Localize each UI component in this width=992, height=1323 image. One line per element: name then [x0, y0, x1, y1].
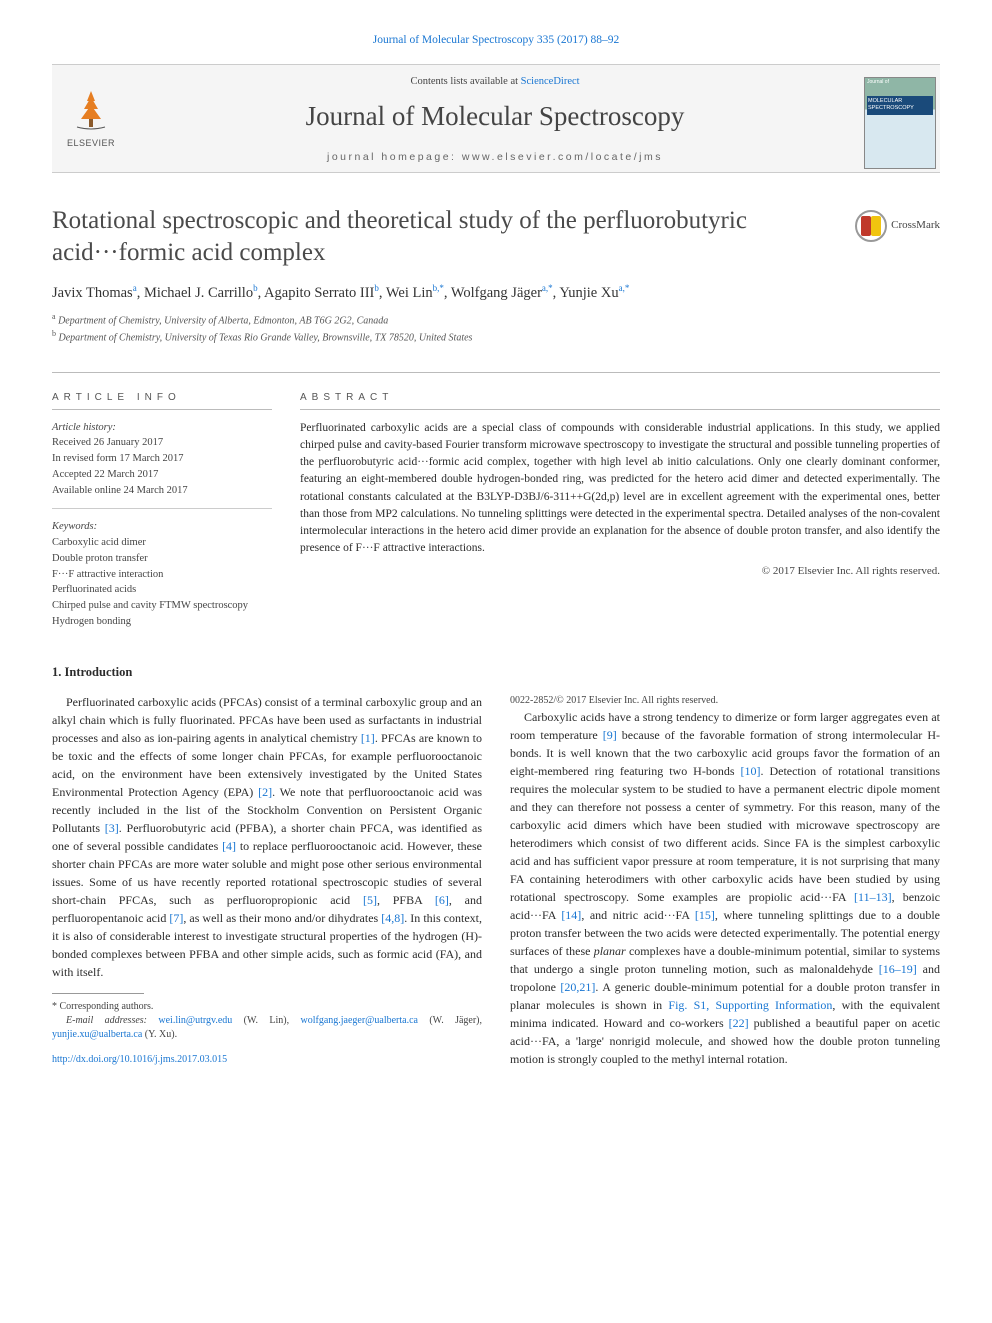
top-citation: Journal of Molecular Spectroscopy 335 (2…	[52, 32, 940, 48]
affiliation: a Department of Chemistry, University of…	[52, 311, 940, 328]
sciencedirect-link[interactable]: ScienceDirect	[521, 76, 580, 87]
article-title: Rotational spectroscopic and theoretical…	[52, 205, 940, 268]
cover-small-label: Journal of	[867, 80, 889, 86]
citation-link[interactable]: [7]	[169, 911, 183, 925]
citation-link[interactable]: [16–19]	[879, 962, 917, 976]
email-link[interactable]: wolfgang.jaeger@ualberta.ca	[300, 1015, 417, 1026]
footer-issn-copyright: 0022-2852/© 2017 Elsevier Inc. All right…	[510, 693, 940, 708]
body-paragraph: Perfluorinated carboxylic acids (PFCAs) …	[52, 693, 482, 981]
keyword: Carboxylic acid dimer	[52, 535, 272, 551]
crossmark-badge[interactable]: CrossMark	[855, 210, 940, 242]
contents-prefix: Contents lists available at	[410, 76, 520, 87]
citation-link[interactable]: [6]	[435, 893, 449, 907]
corresponding-footnote: * Corresponding authors. E-mail addresse…	[52, 1000, 482, 1042]
keywords-label: Keywords:	[52, 519, 272, 535]
contents-available-line: Contents lists available at ScienceDirec…	[126, 75, 864, 90]
elsevier-tree-icon	[67, 87, 115, 135]
journal-name: Journal of Molecular Spectroscopy	[126, 98, 864, 136]
section-heading-intro: 1. Introduction	[52, 664, 940, 682]
affiliations: a Department of Chemistry, University of…	[52, 311, 940, 346]
homepage-prefix: journal homepage:	[327, 151, 462, 163]
article-heading-block: Rotational spectroscopic and theoretical…	[52, 205, 940, 345]
journal-cover-thumbnail: Journal of MOLECULAR SPECTROSCOPY	[864, 77, 936, 169]
journal-homepage: journal homepage: www.elsevier.com/locat…	[126, 150, 864, 165]
author: Wolfgang Jägera,*	[451, 285, 553, 301]
citation-link[interactable]: [2]	[258, 785, 272, 799]
figure-link[interactable]: Fig. S1, Supporting Information	[668, 998, 832, 1012]
email-link[interactable]: yunjie.xu@ualberta.ca	[52, 1029, 142, 1040]
author: Agapito Serrato IIIb	[264, 285, 379, 301]
history-item: Available online 24 March 2017	[52, 483, 272, 499]
article-info-heading: ARTICLE INFO	[52, 391, 272, 410]
affiliation: b Department of Chemistry, University of…	[52, 328, 940, 345]
author: Michael J. Carrillob	[144, 285, 258, 301]
author: Wei Linb,*	[386, 285, 444, 301]
emails-label: E-mail addresses:	[66, 1015, 147, 1026]
keywords-block: Keywords: Carboxylic acid dimer Double p…	[52, 519, 272, 629]
crossmark-label: CrossMark	[891, 218, 940, 233]
abstract-heading: ABSTRACT	[300, 391, 940, 410]
author: Yunjie Xua,*	[559, 285, 629, 301]
citation-link[interactable]: [20,21]	[560, 980, 595, 994]
keyword: Perfluorinated acids	[52, 582, 272, 598]
history-item: Received 26 January 2017	[52, 435, 272, 451]
citation-link[interactable]: [9]	[603, 728, 617, 742]
cover-title: MOLECULAR SPECTROSCOPY	[867, 96, 933, 115]
corresponding-label: * Corresponding authors.	[52, 1000, 482, 1014]
history-item: In revised form 17 March 2017	[52, 451, 272, 467]
journal-header: ELSEVIER Contents lists available at Sci…	[52, 64, 940, 173]
citation-link[interactable]: [4]	[222, 839, 236, 853]
abstract-text: Perfluorinated carboxylic acids are a sp…	[300, 420, 940, 558]
doi-link[interactable]: http://dx.doi.org/10.1016/j.jms.2017.03.…	[52, 1054, 227, 1065]
homepage-url[interactable]: www.elsevier.com/locate/jms	[462, 151, 663, 163]
history-item: Accepted 22 March 2017	[52, 467, 272, 483]
author-list: Javix Thomasa, Michael J. Carrillob, Aga…	[52, 282, 940, 303]
elsevier-wordmark: ELSEVIER	[67, 137, 115, 150]
citation-link[interactable]: [4,8]	[381, 911, 404, 925]
keyword: Hydrogen bonding	[52, 614, 272, 630]
elsevier-logo: ELSEVIER	[56, 79, 126, 159]
keyword: Double proton transfer	[52, 551, 272, 567]
info-divider	[52, 508, 272, 509]
citation-link[interactable]: [22]	[729, 1016, 749, 1030]
body-two-column: Perfluorinated carboxylic acids (PFCAs) …	[52, 693, 940, 1068]
info-abstract-row: ARTICLE INFO Article history: Received 2…	[52, 372, 940, 630]
keyword: Chirped pulse and cavity FTMW spectrosco…	[52, 598, 272, 614]
author: Javix Thomasa	[52, 285, 137, 301]
email-link[interactable]: wei.lin@utrgv.edu	[158, 1015, 232, 1026]
citation-link[interactable]: [14]	[561, 908, 581, 922]
header-center: Contents lists available at ScienceDirec…	[126, 73, 864, 172]
history-label: Article history:	[52, 420, 272, 436]
keyword: F···F attractive interaction	[52, 567, 272, 583]
citation-link[interactable]: [15]	[695, 908, 715, 922]
article-history: Article history: Received 26 January 201…	[52, 420, 272, 499]
footnote-rule	[52, 993, 144, 994]
article-info-column: ARTICLE INFO Article history: Received 2…	[52, 391, 272, 630]
body-paragraph: Carboxylic acids have a strong tendency …	[510, 708, 940, 1068]
citation-link[interactable]: [3]	[105, 821, 119, 835]
citation-link[interactable]: [1]	[361, 731, 375, 745]
crossmark-icon	[855, 210, 887, 242]
citation-link[interactable]: [10]	[740, 764, 760, 778]
citation-link[interactable]: [5]	[363, 893, 377, 907]
abstract-column: ABSTRACT Perfluorinated carboxylic acids…	[300, 391, 940, 630]
abstract-copyright: © 2017 Elsevier Inc. All rights reserved…	[300, 564, 940, 579]
citation-link[interactable]: [11–13]	[854, 890, 892, 904]
